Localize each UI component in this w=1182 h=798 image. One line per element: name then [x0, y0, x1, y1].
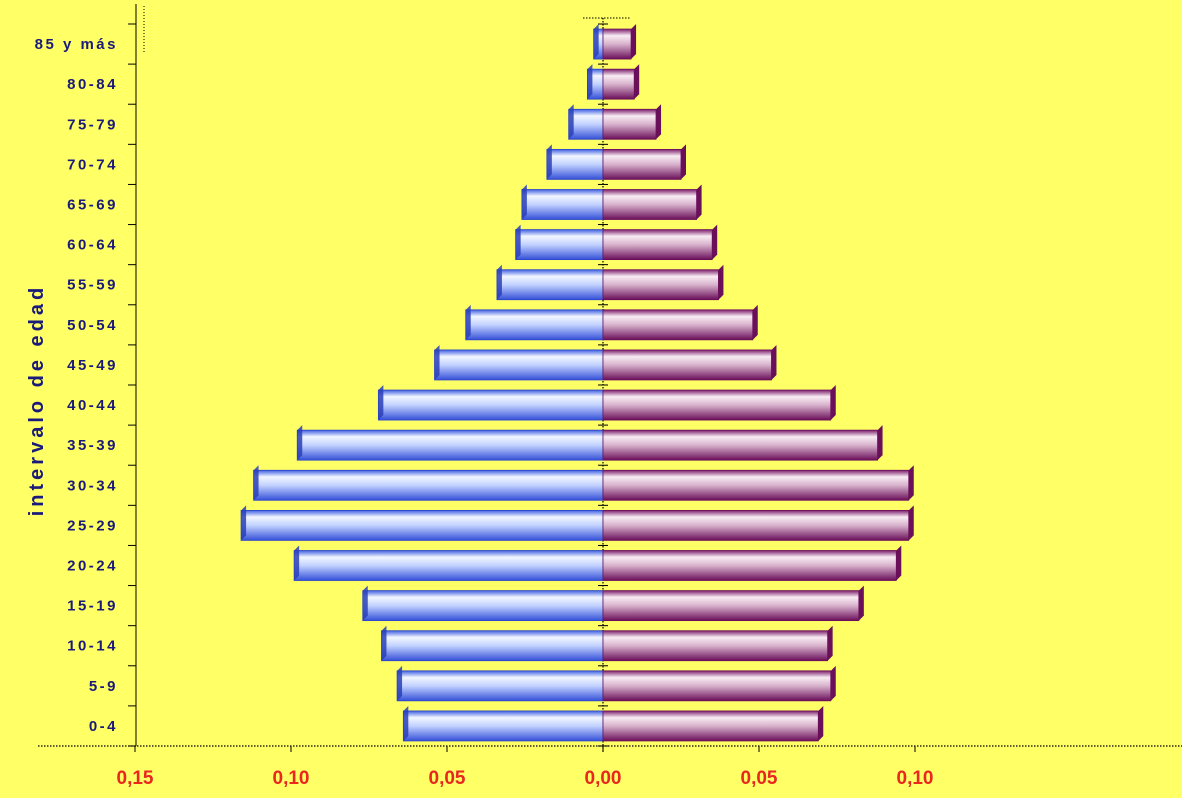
category-label: 55-59	[67, 277, 118, 294]
bar-left-cap	[381, 625, 387, 661]
x-tick-label: 0,00	[585, 768, 622, 789]
bar-right-cap	[752, 304, 758, 340]
bar-left	[546, 148, 604, 180]
bar-left-cap	[241, 505, 247, 541]
bar-left	[465, 309, 604, 341]
category-label: 65-69	[67, 197, 118, 214]
bar-left-cap	[434, 344, 440, 380]
bar-right-cap	[877, 425, 883, 461]
bar-right-cap	[827, 625, 833, 661]
bar-left-cap	[403, 705, 409, 741]
x-tick-label: 0,05	[741, 768, 778, 789]
category-label: 5-9	[89, 678, 118, 695]
category-label: 0-4	[89, 718, 118, 735]
x-tick-label: 0,10	[897, 768, 934, 789]
bar-right-cap	[830, 385, 836, 421]
bar-right	[602, 349, 772, 381]
category-label: 25-29	[67, 517, 118, 534]
bar-left-cap	[568, 104, 574, 140]
category-label: 10-14	[67, 638, 118, 655]
bar-left-cap	[496, 264, 502, 300]
bar-right-cap	[818, 705, 824, 741]
bar-right	[602, 389, 832, 421]
bar-left	[253, 469, 604, 501]
bar-right-cap	[908, 505, 914, 541]
bar-left-cap	[465, 304, 471, 340]
bar-right	[602, 590, 860, 622]
bar-left	[402, 710, 604, 742]
bar-left	[434, 349, 604, 381]
bar-right	[602, 68, 635, 100]
bar-right-cap	[634, 64, 640, 100]
bar-right-cap	[696, 184, 702, 220]
bar-left-cap	[397, 665, 403, 701]
bar-left	[296, 429, 604, 461]
x-tick-label: 0,10	[273, 768, 310, 789]
category-label: 70-74	[67, 156, 118, 173]
bar-left-cap	[253, 465, 259, 501]
category-label: 45-49	[67, 357, 118, 374]
bar-right	[602, 630, 829, 662]
bar-left	[240, 509, 604, 541]
bar-left	[293, 550, 604, 581]
labels: 0,15 0,10 0,05 0,00 0,05 0,10 0-4 5-9 10-14 15-19…	[35, 36, 934, 789]
bar-right-cap	[681, 144, 686, 180]
category-label: 60-64	[67, 237, 118, 254]
bar-right-cap	[858, 585, 864, 621]
bar-left-cap	[294, 545, 300, 581]
bar-right	[602, 148, 682, 180]
bar-left-cap	[587, 64, 593, 100]
bar-right	[602, 108, 657, 140]
bar-left	[515, 229, 604, 261]
bar-right	[602, 710, 819, 742]
x-tick-label: 0,15	[117, 768, 154, 789]
bar-left	[381, 630, 604, 662]
bar-left	[377, 389, 604, 421]
bar-left-cap	[297, 425, 303, 461]
y-axis-label: intervalo de edad	[26, 284, 48, 517]
bar-left-cap	[362, 585, 368, 621]
bar-left-cap	[515, 224, 521, 260]
bar-right-cap	[771, 344, 777, 380]
bar-right-cap	[830, 665, 836, 701]
bar-right	[602, 309, 754, 341]
category-label: 20-24	[67, 558, 118, 575]
category-label: 15-19	[67, 598, 118, 615]
bar-right	[602, 28, 632, 60]
bar-left	[521, 189, 604, 220]
bar-right-cap	[908, 465, 914, 501]
category-label: 75-79	[67, 116, 118, 133]
bar-left-cap	[378, 385, 384, 421]
bar-left	[362, 590, 604, 622]
bar-left-cap	[521, 184, 527, 220]
bar-left	[396, 670, 604, 702]
bar-right	[602, 269, 719, 301]
bar-right-cap	[896, 545, 902, 581]
bar-right	[602, 229, 713, 261]
bar-left-cap	[593, 24, 599, 60]
bar-right	[602, 469, 910, 501]
bars	[240, 24, 914, 742]
bar-right-cap	[631, 24, 637, 60]
bar-right	[602, 509, 910, 541]
bar-right	[602, 670, 832, 702]
bar-right-cap	[656, 104, 662, 140]
bar-left	[568, 108, 604, 140]
x-tick-label: 0,05	[429, 768, 466, 789]
category-label: 50-54	[67, 317, 118, 334]
bar-left	[496, 269, 604, 301]
bar-right	[602, 189, 697, 220]
category-label: 40-44	[67, 397, 118, 414]
axes	[38, 4, 1182, 752]
bar-right-cap	[718, 264, 724, 300]
category-label: 35-39	[67, 437, 118, 454]
category-label: 85 y más	[35, 36, 118, 53]
bar-left-cap	[546, 144, 552, 180]
bar-right	[602, 550, 897, 581]
bar-right	[602, 429, 878, 461]
category-label: 80-84	[67, 76, 118, 93]
category-label: 30-34	[67, 477, 118, 494]
bar-right-cap	[712, 224, 718, 260]
